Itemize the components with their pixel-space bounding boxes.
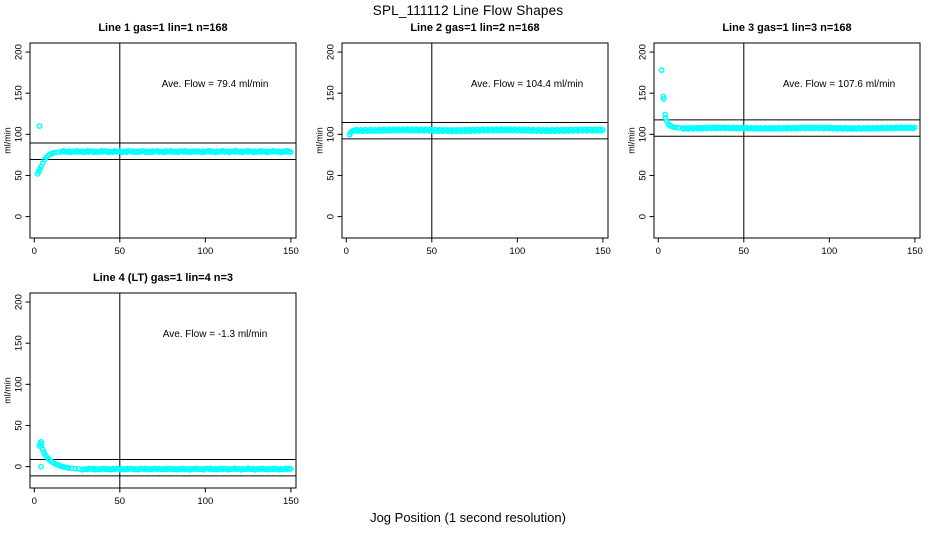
y-tick-label: 200 — [326, 44, 337, 60]
plot-box — [29, 292, 297, 489]
x-tick-label: 50 — [115, 496, 126, 507]
y-tick-label: 100 — [638, 126, 649, 142]
data-point — [55, 149, 62, 156]
data-point — [672, 124, 679, 131]
y-tick-label: 0 — [638, 214, 649, 219]
data-point — [662, 111, 669, 118]
panel-line-4-ave-flow-label: Ave. Flow = -1.3 ml/min — [162, 329, 268, 340]
panel-line-2-title: Line 2 gas=1 lin=2 n=168 — [410, 22, 540, 34]
x-tick-label: 150 — [283, 246, 299, 257]
y-axis-label: ml/min — [2, 377, 12, 404]
data-point — [69, 465, 75, 472]
x-tick-label: 100 — [197, 496, 213, 507]
data-point — [658, 67, 665, 74]
y-tick-label: 100 — [14, 126, 25, 142]
plot-box — [341, 42, 609, 239]
y-tick-label: 150 — [326, 85, 337, 101]
y-tick-label: 200 — [14, 294, 25, 310]
panel-line-1-plot: 0 50 100 150 0 50 100 150 200 ml/min — [2, 42, 299, 257]
y-tick-label: 0 — [14, 464, 25, 469]
data-point — [38, 463, 45, 470]
y-tick-label: 200 — [638, 44, 649, 60]
y-tick-label: 50 — [326, 170, 337, 181]
data-point — [51, 149, 58, 156]
figure-title: SPL_111112 Line Flow Shapes — [372, 3, 564, 18]
y-axis-label: ml/min — [314, 127, 324, 154]
y-tick-label: 100 — [326, 126, 337, 142]
data-point — [36, 123, 43, 130]
panel-line-3-title: Line 3 gas=1 lin=3 n=168 — [722, 22, 852, 34]
y-tick-label: 50 — [14, 420, 25, 431]
x-tick-label: 100 — [821, 246, 837, 257]
panel-line-2-ave-flow-label: Ave. Flow = 104.4 ml/min — [470, 79, 584, 90]
y-axis-label: ml/min — [626, 127, 636, 154]
data-point — [660, 93, 667, 100]
x-tick-label: 150 — [595, 246, 611, 257]
x-tick-label: 0 — [32, 246, 37, 257]
y-tick-label: 150 — [14, 85, 25, 101]
y-tick-label: 150 — [14, 335, 25, 351]
data-point — [675, 124, 682, 131]
panel-line-1-title: Line 1 gas=1 lin=1 n=168 — [98, 22, 228, 34]
panel-line-4-title: Line 4 (LT) gas=1 lin=4 n=3 — [92, 272, 234, 284]
data-point — [287, 149, 294, 155]
plot-box — [653, 42, 921, 239]
y-tick-label: 0 — [326, 214, 337, 219]
panel-line-4-plot: 0 50 100 150 0 50 100 150 200 ml/min — [2, 292, 299, 507]
panel-line-2-plot: 0 50 100 150 0 50 100 150 200 ml/min — [314, 42, 611, 257]
x-tick-label: 150 — [907, 246, 923, 257]
y-tick-label: 50 — [638, 170, 649, 181]
y-tick-label: 150 — [638, 85, 649, 101]
y-tick-label: 200 — [14, 44, 25, 60]
data-point — [660, 96, 667, 102]
x-tick-label: 100 — [197, 246, 213, 257]
data-point — [599, 126, 606, 133]
x-tick-label: 0 — [656, 246, 661, 257]
data-point — [65, 465, 72, 471]
y-tick-label: 0 — [14, 214, 25, 219]
panel-line-3-plot: 0 50 100 150 0 50 100 150 200 ml/min — [626, 42, 923, 257]
x-tick-label: 150 — [283, 496, 299, 507]
panel-line-3: Line 3 gas=1 lin=3 n=168 Ave. Flow = 107… — [624, 16, 936, 266]
data-point — [287, 465, 294, 472]
x-tick-label: 0 — [344, 246, 349, 257]
x-tick-label: 50 — [427, 246, 438, 257]
plot-box — [29, 42, 297, 239]
data-point — [38, 439, 45, 445]
x-tick-label: 100 — [509, 246, 525, 257]
y-axis-label: ml/min — [2, 127, 12, 154]
panel-line-3-ave-flow-label: Ave. Flow = 107.6 ml/min — [782, 79, 896, 90]
panel-line-2: Line 2 gas=1 lin=2 n=168 Ave. Flow = 104… — [312, 16, 624, 266]
x-axis-label: Jog Position (1 second resolution) — [370, 510, 566, 525]
data-point — [75, 466, 82, 472]
panel-line-4: Line 4 (LT) gas=1 lin=4 n=3 Ave. Flow = … — [0, 266, 312, 516]
x-tick-label: 0 — [32, 496, 37, 507]
panel-line-1-ave-flow-label: Ave. Flow = 79.4 ml/min — [161, 79, 269, 90]
x-tick-label: 50 — [739, 246, 750, 257]
x-tick-label: 50 — [115, 246, 126, 257]
panel-line-1: Line 1 gas=1 lin=1 n=168 Ave. Flow = 79.… — [0, 16, 312, 266]
data-point — [72, 465, 79, 472]
y-tick-label: 50 — [14, 170, 25, 181]
data-point — [911, 124, 918, 131]
y-tick-label: 100 — [14, 376, 25, 392]
